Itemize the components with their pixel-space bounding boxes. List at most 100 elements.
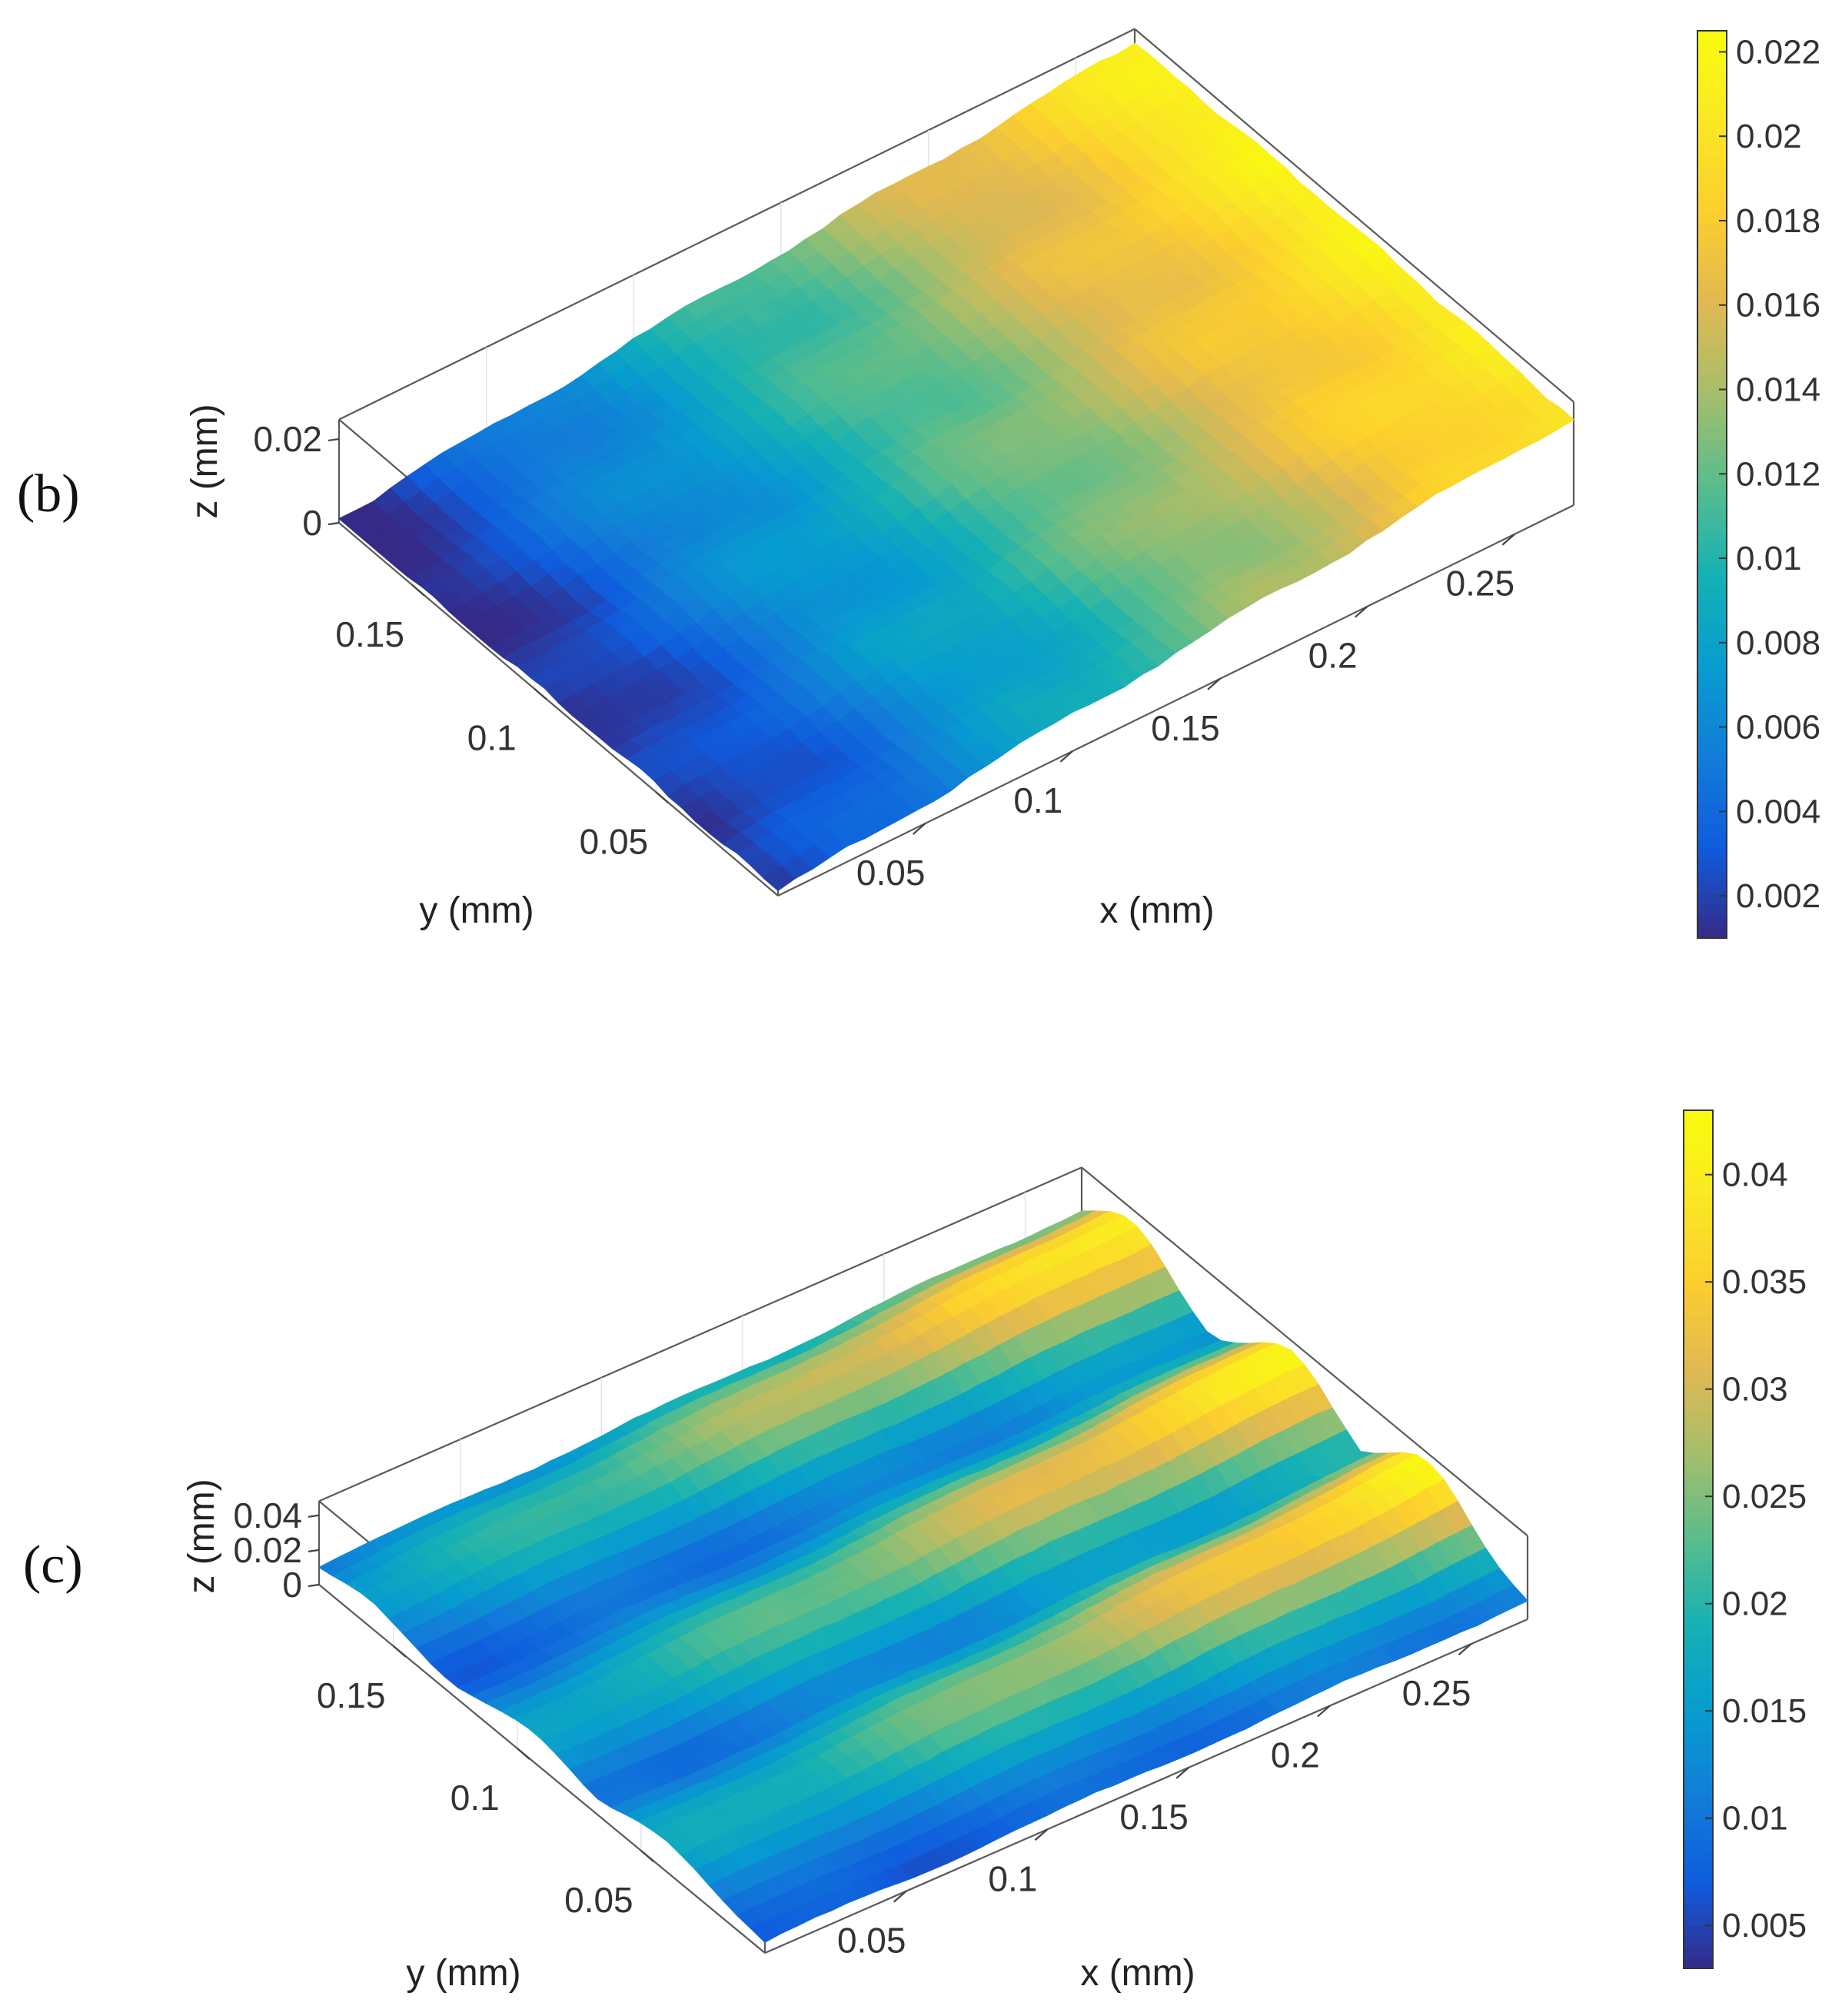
- y-tick-label: 0.15: [317, 1675, 386, 1715]
- colorbar-segment: [1697, 870, 1727, 883]
- y-tick-label: 0.05: [580, 821, 649, 861]
- colorbar-segment: [1697, 790, 1727, 803]
- colorbar-segment: [1697, 132, 1727, 145]
- x-tick-label: 0.05: [856, 853, 926, 893]
- colorbar-segment: [1697, 167, 1727, 179]
- colorbar-segment: [1697, 575, 1727, 587]
- y-tick-label: 0.1: [467, 718, 517, 758]
- colorbar-segment: [1684, 1303, 1713, 1315]
- colorbar-segment: [1684, 1839, 1713, 1851]
- colorbar-segment: [1684, 1754, 1713, 1765]
- colorbar-segment: [1697, 541, 1727, 554]
- colorbar-segment: [1684, 1131, 1713, 1143]
- colorbar-segment: [1684, 1356, 1713, 1369]
- ticks-c: 0.05 0.1 0.15 0.2 0.25 0.05 0.1 0.15 00.020.04: [233, 1495, 1472, 1961]
- colorbar-segment: [1684, 1529, 1713, 1540]
- colorbar-tick-label: 0.008: [1736, 624, 1820, 662]
- colorbar-segment: [1684, 1871, 1713, 1884]
- colorbar-segment: [1684, 1228, 1713, 1240]
- x-tick-mark: [1207, 677, 1221, 690]
- z-tick-mark: [308, 1549, 320, 1552]
- colorbar-segment: [1684, 1743, 1713, 1755]
- colorbar-segment: [1697, 359, 1727, 372]
- colorbar-segment: [1697, 371, 1727, 384]
- x-tick-label: 0.05: [837, 1921, 906, 1961]
- colorbar-segment: [1684, 1378, 1713, 1390]
- x-tick-mark: [912, 823, 926, 835]
- colorbar-segment: [1697, 178, 1727, 191]
- colorbar-segment: [1684, 1314, 1713, 1326]
- x-tick-label: 0.2: [1308, 636, 1358, 676]
- y-axis-label-c: y (mm): [406, 1953, 520, 1994]
- x-tick-label: 0.2: [1271, 1735, 1320, 1775]
- colorbar-segment: [1684, 1614, 1713, 1626]
- colorbar-segment: [1684, 1722, 1713, 1733]
- colorbar-segment: [1697, 87, 1727, 100]
- z-tick-label: 0: [282, 1565, 302, 1605]
- colorbar-segment: [1684, 1818, 1713, 1830]
- colorbar-segment: [1684, 1635, 1713, 1648]
- colorbar-segment: [1684, 1292, 1713, 1304]
- colorbar-segment: [1684, 1592, 1713, 1605]
- colorbar-segment: [1684, 1571, 1713, 1583]
- x-tick-mark: [1059, 750, 1074, 763]
- colorbar-segment: [1697, 734, 1727, 747]
- x-tick-mark: [1175, 1767, 1189, 1779]
- colorbar-segment: [1697, 858, 1727, 871]
- colorbar-segment: [1684, 1646, 1713, 1658]
- colorbar-segment: [1697, 439, 1727, 451]
- colorbar-segment: [1697, 76, 1727, 88]
- y-tick-label: 0.15: [335, 614, 404, 654]
- colorbar-segment: [1697, 847, 1727, 860]
- x-tick-label: 0.1: [1013, 780, 1062, 820]
- colorbar-tick-label: 0.04: [1722, 1156, 1788, 1194]
- colorbar-segment: [1684, 1389, 1713, 1401]
- ticks-b: 0.05 0.1 0.15 0.2 0.25 0.05 0.1 0.15 0 0.02: [253, 419, 1516, 893]
- colorbar-segment: [1684, 1518, 1713, 1529]
- colorbar-tick-label: 0.035: [1722, 1263, 1807, 1301]
- x-tick-mark: [893, 1890, 907, 1903]
- colorbar-segment: [1684, 1904, 1713, 1916]
- colorbar-segment: [1684, 1732, 1713, 1744]
- colorbar-segment: [1697, 235, 1727, 248]
- colorbar-segment: [1684, 1239, 1713, 1251]
- surface-b: [337, 42, 1575, 892]
- surface-patch: [1541, 407, 1575, 431]
- colorbar-segment: [1697, 155, 1727, 168]
- colorbar-segment: [1697, 280, 1727, 293]
- colorbar-segment: [1697, 314, 1727, 327]
- colorbar-segment: [1697, 903, 1727, 917]
- colorbar-segment: [1697, 893, 1727, 905]
- colorbar-segment: [1684, 1668, 1713, 1680]
- surface-plot-b: (b) 0.05 0.1 0.15 0.2 0.25 0.05 0.1 0.15 0 0.02 x…: [17, 28, 1820, 939]
- colorbar-segment: [1697, 416, 1727, 429]
- colorbar-segment: [1684, 1410, 1713, 1422]
- x-tick-label: 0.25: [1402, 1673, 1471, 1713]
- x-axis-label-b: x (mm): [1099, 890, 1214, 931]
- colorbar-segment: [1684, 1185, 1713, 1197]
- y-tick-mark: [517, 1748, 530, 1760]
- z-tick-mark: [327, 437, 340, 441]
- colorbar-segment: [1697, 530, 1727, 542]
- panel-label-b: (b): [17, 464, 80, 524]
- colorbar-segment: [1697, 700, 1727, 712]
- colorbar-segment: [1684, 1485, 1713, 1497]
- colorbar-segment: [1684, 1174, 1713, 1186]
- colorbar-segment: [1697, 824, 1727, 837]
- colorbar-segment: [1697, 450, 1727, 463]
- y-tick-mark: [411, 584, 425, 597]
- colorbar-segment: [1684, 1442, 1713, 1455]
- colorbar-segment: [1684, 1196, 1713, 1208]
- colorbar-segment: [1697, 212, 1727, 225]
- box-edge-top: [338, 28, 1135, 421]
- colorbar-segment: [1684, 1678, 1713, 1691]
- colorbar-segment: [1684, 1110, 1713, 1122]
- surface-plot-c: (c) 0.050.10.150.20.250.050.10.1500.020.…: [23, 1109, 1807, 1994]
- x-tick-mark: [1501, 533, 1516, 546]
- colorbar-segment: [1697, 666, 1727, 678]
- x-axis-line: [777, 504, 1574, 897]
- colorbar-segment: [1684, 1453, 1713, 1465]
- colorbar-segment: [1684, 1958, 1713, 1969]
- colorbar-segment: [1697, 394, 1727, 406]
